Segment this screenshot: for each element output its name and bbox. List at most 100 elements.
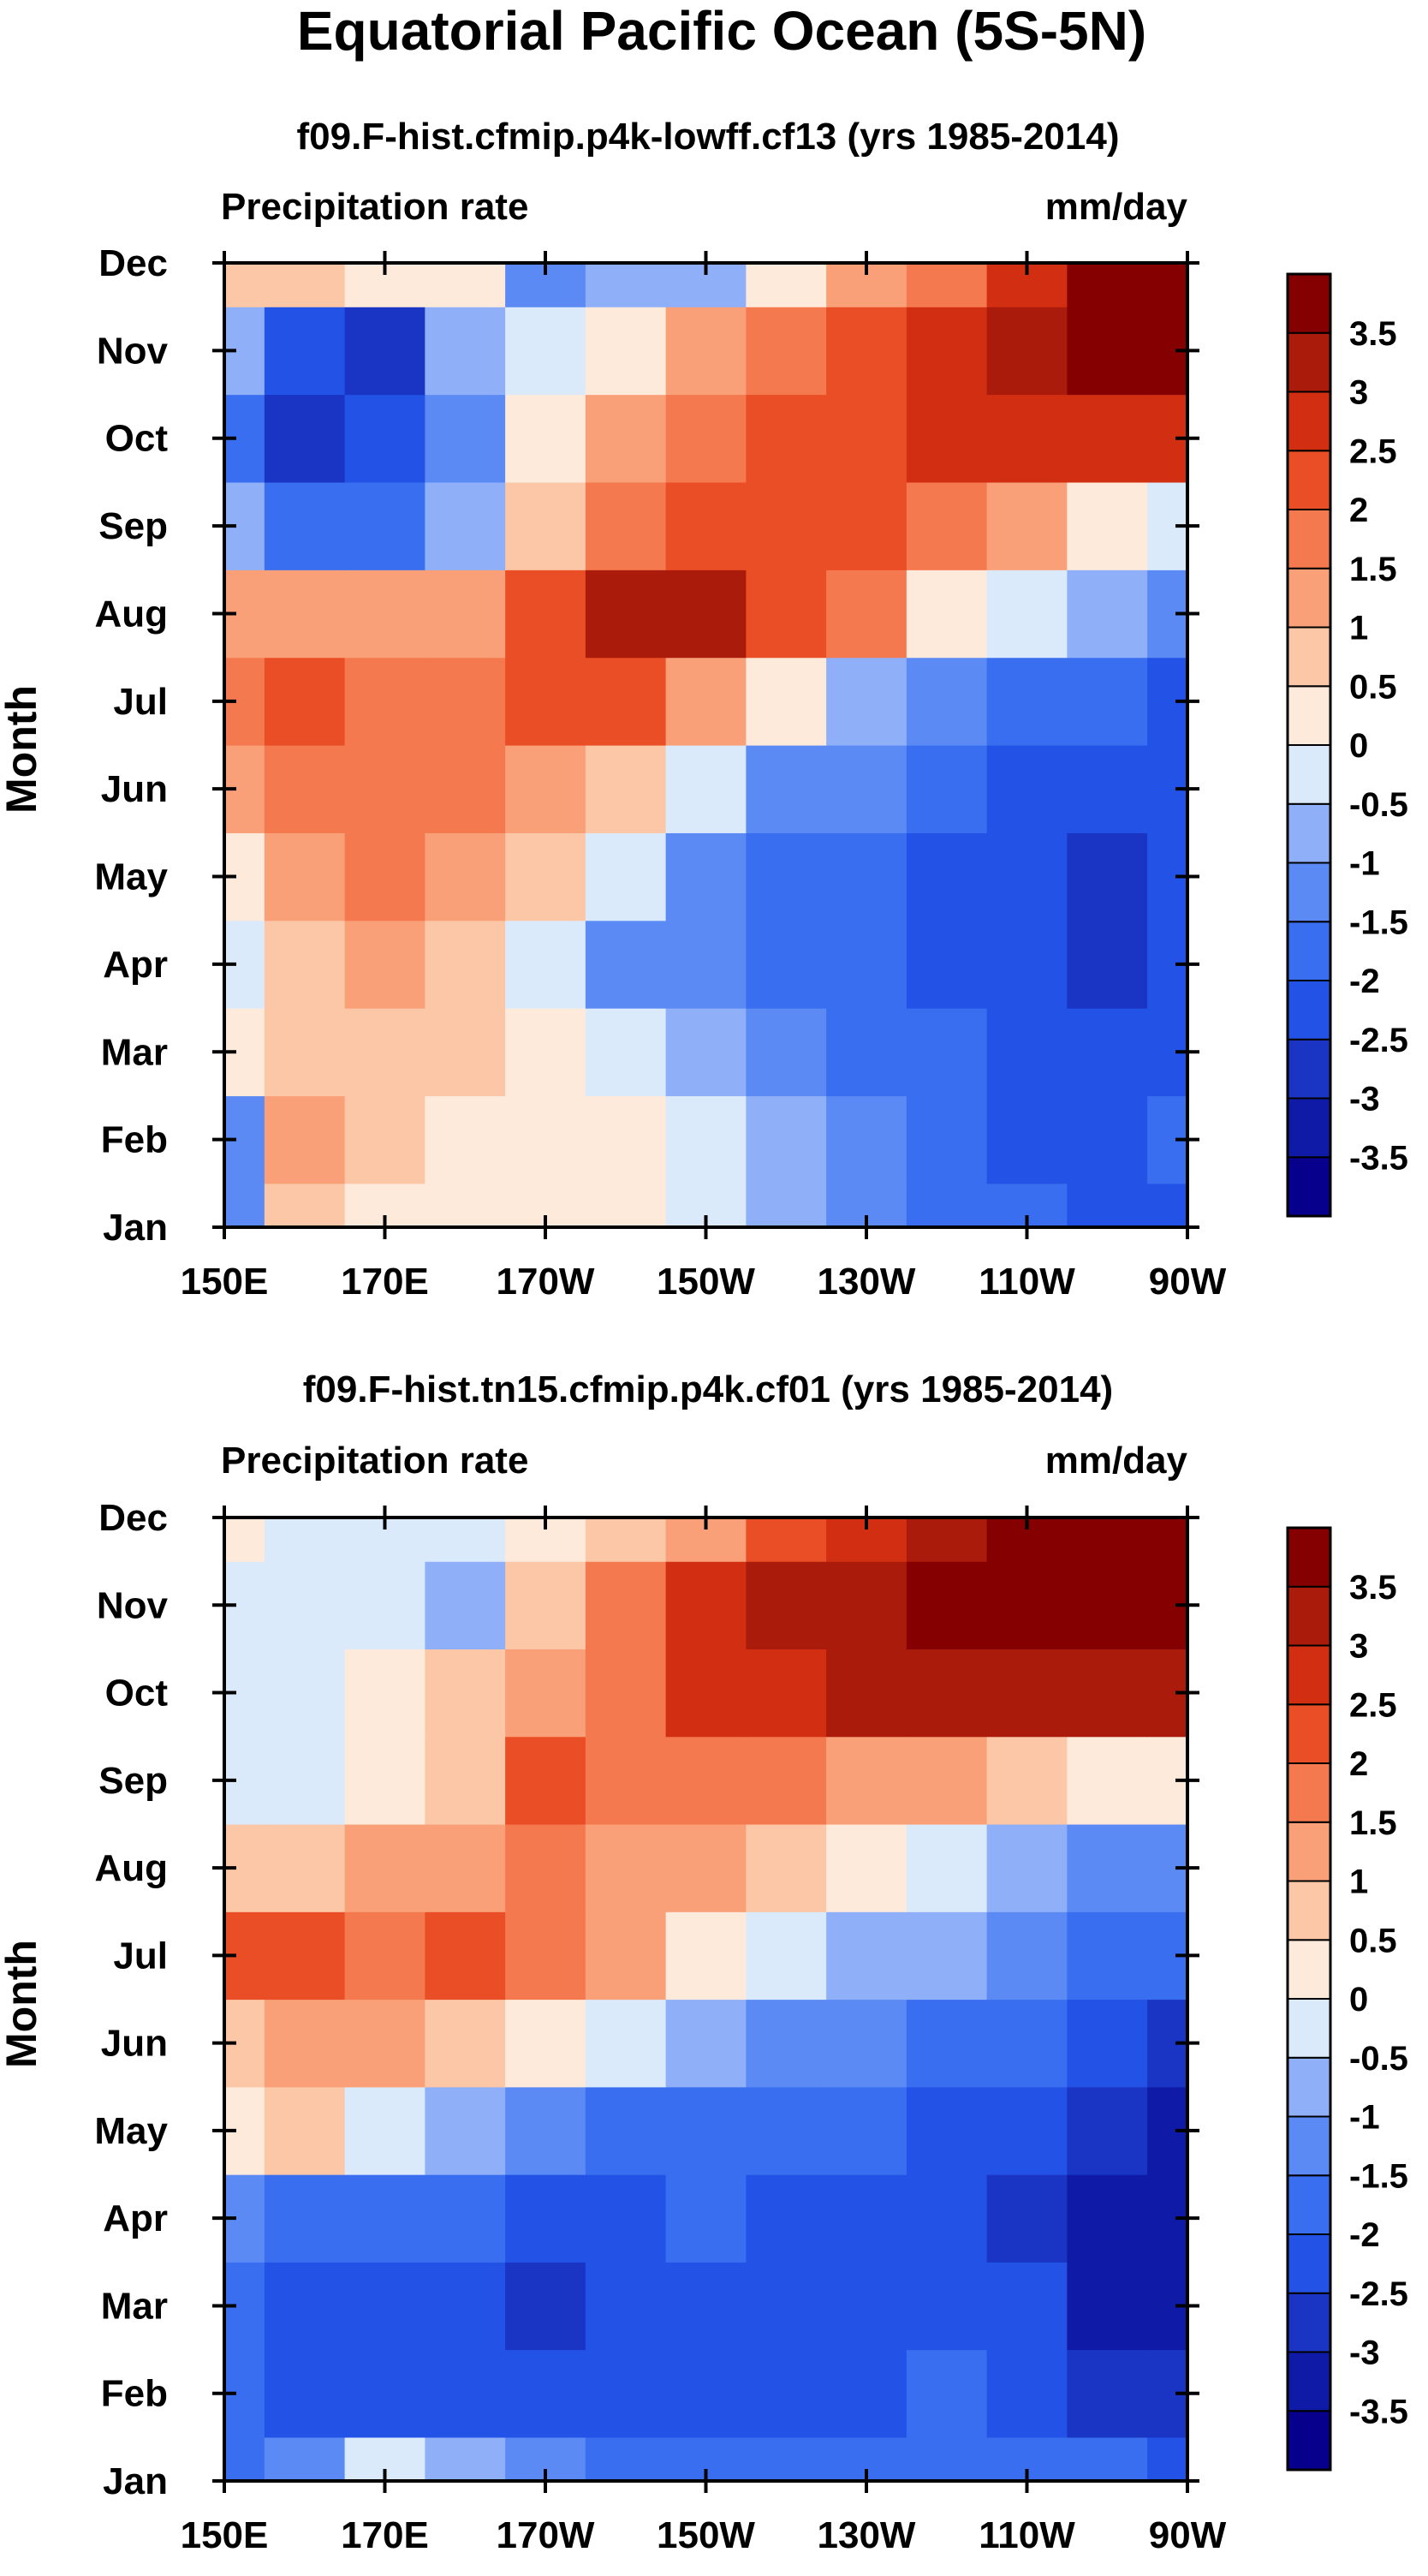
field-cell — [264, 1008, 346, 1097]
field-cell — [425, 2174, 506, 2263]
field-cell — [1067, 1561, 1148, 1650]
y-tick-label: Nov — [97, 330, 169, 372]
colorbar-box — [1287, 1527, 1331, 1588]
field-cell — [505, 1008, 586, 1097]
y-axis: Jan Feb Mar Apr May Jun Jul Aug Sep Oct Nov Dec — [94, 1497, 1199, 2502]
field-cell — [986, 1008, 1068, 1097]
field-cell — [1067, 920, 1148, 1009]
field-cell — [585, 1736, 667, 1825]
field-cell — [264, 1518, 346, 1562]
field-cell — [1067, 307, 1148, 396]
field-cell — [505, 1561, 586, 1650]
units-label: mm/day — [1045, 1440, 1188, 1482]
field-cell — [986, 1999, 1068, 2088]
colorbar-label: -2.5 — [1349, 1022, 1408, 1059]
colorbar-label: 2.5 — [1349, 1686, 1397, 1724]
field-cell — [746, 1008, 827, 1097]
field-cell — [1147, 2436, 1188, 2482]
colorbar-box — [1287, 2233, 1331, 2294]
field-cell — [224, 1518, 265, 1562]
field-cell — [585, 745, 667, 833]
field-cell — [826, 745, 907, 833]
colorbar-box — [1287, 567, 1331, 629]
field-cell — [906, 1823, 988, 1912]
field-cell — [746, 1649, 827, 1738]
colorbar-label: -0.5 — [1349, 2040, 1408, 2078]
field-cell — [746, 1823, 827, 1912]
field-cell — [1067, 2436, 1148, 2482]
x-tick-label: 170W — [497, 2514, 595, 2556]
field-cell — [665, 1736, 747, 1825]
y-tick-label: Jan — [103, 1207, 168, 1249]
field-cell — [826, 2262, 907, 2351]
field-cell — [986, 2262, 1068, 2351]
y-tick-label: Mar — [101, 2285, 168, 2327]
field-cell — [665, 832, 747, 921]
field-cell — [425, 1649, 506, 1738]
field-cell — [826, 832, 907, 921]
colorbar-box — [1287, 1038, 1331, 1100]
field-cell — [906, 1008, 988, 1097]
colorbar-box — [1287, 1156, 1331, 1217]
field-cell — [746, 832, 827, 921]
field-cell — [264, 1999, 346, 2088]
field-cell — [585, 307, 667, 396]
y-tick-label: Jun — [101, 2023, 168, 2065]
field-cell — [505, 569, 586, 659]
contour-field — [224, 263, 1188, 1228]
field-cell — [505, 481, 586, 570]
field-cell — [986, 1911, 1068, 2001]
colorbar-label: -2 — [1349, 963, 1380, 1000]
y-tick-label: Nov — [97, 1584, 169, 1626]
colorbar-box — [1287, 1939, 1331, 2000]
field-cell — [826, 1008, 907, 1097]
field-cell — [746, 2086, 827, 2175]
y-tick-label: Feb — [101, 1119, 168, 1161]
field-cell — [1067, 2086, 1148, 2175]
colorbar-box — [1287, 2174, 1331, 2235]
y-tick-label: Apr — [103, 2197, 168, 2239]
field-cell — [906, 263, 988, 307]
field-cell — [505, 2174, 586, 2263]
field-cell — [665, 1095, 747, 1184]
field-cell — [1067, 394, 1148, 483]
field-cell — [585, 2349, 667, 2438]
field-cell — [665, 745, 747, 833]
y-tick-label: May — [94, 856, 168, 898]
field-cell — [826, 1561, 907, 1650]
field-cell — [585, 481, 667, 570]
units-label: mm/day — [1045, 186, 1188, 228]
field-cell — [906, 1183, 988, 1228]
field-cell — [906, 307, 988, 396]
colorbar-box — [1287, 1880, 1331, 1941]
colorbar-box — [1287, 2292, 1331, 2353]
field-cell — [505, 1095, 586, 1184]
field-cell — [344, 1823, 425, 1912]
field-cell — [906, 920, 988, 1009]
y-axis-label: Month — [0, 1940, 45, 2068]
y-tick-label: Oct — [105, 418, 169, 460]
field-cell — [425, 1823, 506, 1912]
x-tick-label: 170W — [497, 1261, 595, 1303]
field-cell — [585, 2174, 667, 2263]
field-cell — [746, 920, 827, 1009]
field-cell — [746, 1095, 827, 1184]
field-cell — [344, 2262, 425, 2351]
field-cell — [826, 2086, 907, 2175]
field-cell — [665, 481, 747, 570]
colorbar-label: 0 — [1349, 727, 1368, 765]
y-tick-label: Sep — [98, 505, 168, 547]
y-tick-label: Dec — [98, 1497, 168, 1539]
field-cell — [505, 1911, 586, 2001]
field-cell — [826, 1736, 907, 1825]
field-cell — [826, 569, 907, 659]
field-cell — [425, 394, 506, 483]
colorbar-box — [1287, 626, 1331, 688]
colorbar-label: 3 — [1349, 1628, 1368, 1666]
field-cell — [826, 657, 907, 746]
colorbar-box — [1287, 862, 1331, 923]
colorbar-label: -1.5 — [1349, 2157, 1408, 2195]
field-cell — [906, 394, 988, 483]
y-tick-label: Feb — [101, 2373, 168, 2415]
field-cell — [746, 657, 827, 746]
